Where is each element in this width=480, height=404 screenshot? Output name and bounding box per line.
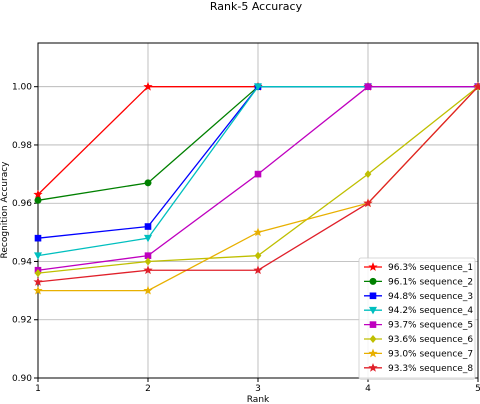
y-axis: 0.90 0.92 0.94 0.96 0.98 1.00	[12, 83, 38, 384]
data-point	[253, 83, 263, 91]
legend-item: 94.8% sequence_3	[364, 292, 473, 302]
legend-marker	[369, 292, 377, 300]
x-axis: 1 2 3 4 5	[35, 378, 480, 394]
legend-label: 93.7% sequence_5	[388, 321, 473, 331]
data-point	[143, 265, 153, 275]
y-tick-label: 0.98	[12, 141, 32, 151]
data-point	[364, 170, 372, 179]
data-point	[33, 285, 43, 295]
x-tick-label: 5	[475, 384, 480, 394]
x-tick-label: 2	[145, 384, 151, 394]
legend-item: 93.7% sequence_5	[364, 321, 473, 331]
legend-marker	[369, 277, 377, 285]
series-5	[34, 83, 480, 274]
data-point	[364, 83, 372, 90]
data-point	[473, 81, 480, 91]
data-point	[253, 227, 263, 237]
data-point	[254, 251, 262, 260]
y-tick-label: 0.94	[12, 257, 32, 267]
data-point	[34, 196, 42, 204]
x-tick-label: 4	[365, 384, 371, 394]
legend-marker	[368, 306, 378, 315]
y-axis-label: Recognition Accuracy	[0, 161, 10, 259]
data-point	[254, 170, 262, 178]
data-point	[144, 179, 152, 187]
legend-marker	[369, 321, 377, 328]
legend-label: 94.2% sequence_4	[388, 306, 473, 316]
data-point	[143, 234, 153, 243]
data-point	[33, 252, 43, 260]
series-group	[33, 81, 480, 295]
series-8	[33, 81, 480, 286]
x-axis-label: Rank	[247, 395, 270, 404]
legend-box	[358, 257, 476, 380]
legend-label: 93.3% sequence_8	[388, 364, 473, 374]
data-point	[144, 257, 152, 266]
series-3	[34, 83, 480, 242]
data-point	[143, 285, 153, 295]
y-tick-label: 1.00	[12, 83, 32, 93]
legend-item: 96.1% sequence_2	[364, 277, 473, 287]
x-tick-label: 1	[35, 384, 41, 394]
data-point	[253, 265, 263, 275]
legend-item: 93.6% sequence_6	[364, 335, 473, 345]
data-point	[34, 269, 42, 278]
y-tick-label: 0.92	[12, 316, 32, 326]
legend: 96.3% sequence_1 96.1% sequence_2 94.8% se…	[358, 257, 476, 380]
series-1	[33, 81, 480, 199]
legend-marker	[368, 262, 378, 271]
data-point	[144, 223, 152, 230]
legend-marker	[368, 348, 378, 358]
y-tick-label: 0.90	[12, 374, 32, 384]
legend-marker	[369, 335, 377, 343]
legend-item: 94.2% sequence_4	[364, 306, 473, 316]
legend-item: 93.0% sequence_7	[364, 348, 473, 359]
legend-label: 96.3% sequence_1	[388, 263, 473, 273]
data-point	[33, 277, 43, 286]
series-2	[34, 83, 480, 204]
x-tick-label: 3	[255, 384, 261, 394]
legend-marker	[368, 362, 378, 372]
legend-label: 93.6% sequence_6	[388, 335, 473, 345]
chart-title: Rank-5 Accuracy	[210, 0, 303, 13]
legend-label: 93.0% sequence_7	[388, 349, 473, 359]
data-point	[363, 198, 373, 208]
series-6	[34, 82, 480, 278]
data-point	[34, 234, 42, 242]
legend-label: 94.8% sequence_3	[388, 292, 473, 302]
legend-item: 93.3% sequence_8	[364, 362, 473, 374]
data-point	[33, 189, 43, 199]
y-tick-label: 0.96	[12, 199, 32, 209]
legend-label: 96.1% sequence_2	[388, 277, 473, 287]
data-point	[143, 81, 153, 91]
legend-item: 96.3% sequence_1	[364, 262, 473, 273]
